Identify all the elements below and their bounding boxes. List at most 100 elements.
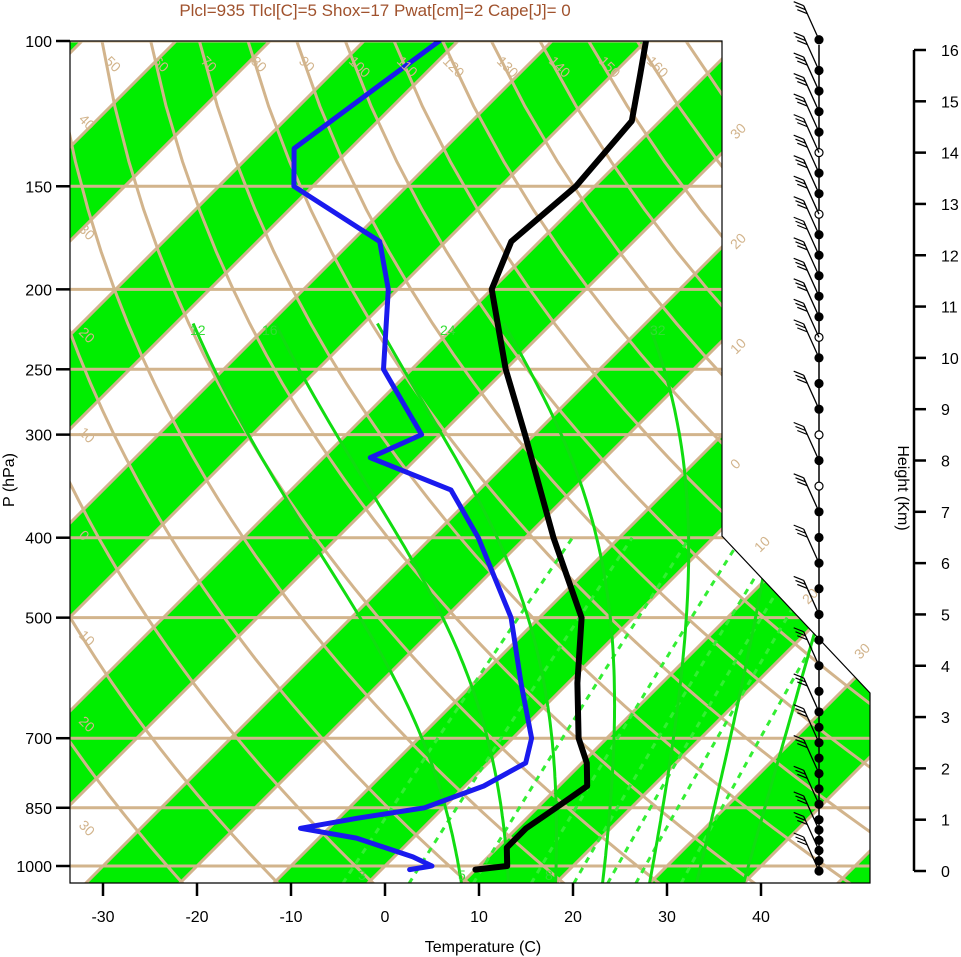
wind-barb-feather [795, 579, 806, 585]
isotherm-band [451, 41, 870, 883]
dry-adiabat-line [70, 41, 578, 883]
wind-barb-feather [797, 773, 808, 779]
wind-barb-feather [793, 196, 804, 202]
wind-barb-feather [793, 73, 804, 79]
wind-barb-feather [795, 97, 806, 103]
wind-barb-feather [797, 327, 808, 333]
y-tick-label: 250 [25, 362, 52, 379]
wind-level-dot [814, 378, 824, 389]
moist-adiabat-line [273, 322, 510, 883]
wind-barb-staff [803, 374, 820, 410]
wind-barb-staff [803, 241, 820, 277]
mixing-ratio-bottom-label: 5 [458, 867, 466, 883]
wind-barb-feather [793, 155, 804, 161]
y-tick-label: 200 [25, 282, 52, 299]
isotherm-band [70, 41, 350, 883]
wind-barb-staff [803, 118, 820, 153]
wind-barb-feather [795, 738, 806, 745]
wind-barb-feather [797, 532, 808, 538]
axes: 3020100102030403020100102030506070809010… [16, 34, 873, 926]
wind-barb-staff [803, 795, 820, 831]
wind-barb-feather [793, 237, 804, 243]
wind-barb-feather [795, 836, 806, 842]
wind-barb-feather [795, 261, 806, 267]
wind-barb-staff [803, 56, 820, 92]
dry-adiabat-line [135, 41, 770, 883]
dry-adiabat-label: 90 [296, 53, 318, 75]
mixing-ratio-line [529, 536, 743, 883]
height-tick-label: 16 [941, 43, 959, 60]
wind-barb-staff [803, 5, 820, 41]
wind-barb-staff [803, 282, 820, 318]
wind-level-dot [814, 481, 824, 491]
wind-barb-staff [803, 97, 820, 133]
wind-barb-feather [795, 302, 806, 308]
height-tick-label: 11 [941, 300, 958, 317]
wind-barb-feather [793, 673, 804, 679]
y-tick-label: 1000 [16, 859, 52, 876]
wind-barb-feather [795, 5, 806, 11]
isotherm-line [0, 0, 68, 894]
x-tick-label: -10 [279, 909, 302, 926]
wind-level-dot [814, 686, 824, 697]
y-tick-label: 850 [25, 801, 52, 818]
isotherm-line [70, 41, 258, 883]
wind-barb-feather [793, 134, 804, 140]
wind-barb-feather [797, 39, 808, 46]
dry-adiabat-line [227, 41, 870, 883]
temperature-profile-line [472, 41, 649, 873]
wind-barb-feather [793, 473, 804, 479]
height-tick-label: 2 [941, 761, 950, 778]
wind-column [793, 1, 824, 876]
isotherm-line [70, 41, 446, 883]
height-tick-label: 9 [941, 402, 950, 419]
x-tick-label: 10 [470, 909, 488, 926]
x-tick-label: 20 [564, 909, 582, 926]
wind-barb-feather [793, 704, 804, 710]
wind-barb-staff [803, 528, 820, 564]
dry-adiabat-line [913, 0, 961, 894]
wind-barb-feather [795, 708, 806, 714]
wind-barb-feather [797, 81, 808, 87]
isotherm-line [70, 41, 822, 883]
wind-barb-feather [795, 241, 806, 247]
height-tick-label: 15 [941, 94, 959, 111]
wind-barb-staff [803, 677, 820, 713]
wind-barb-feather [795, 77, 806, 83]
isotherm-label: 0 [727, 455, 744, 472]
wind-barb-feather [795, 138, 806, 144]
wind-barb-feather [797, 204, 808, 210]
isotherm-label: 30 [851, 640, 873, 662]
mixing-ratio-line [606, 536, 811, 883]
wind-barb-feather [793, 811, 804, 818]
wind-barb-feather [793, 524, 804, 530]
height-tick-label: 0 [941, 864, 950, 881]
wind-barb-feather [795, 323, 806, 329]
height-tick-label: 3 [941, 710, 950, 727]
wind-barb-staff [803, 220, 820, 256]
wind-barb-feather [795, 35, 806, 42]
mixing-ratio-label: 32 [650, 322, 666, 338]
isotherm-line [70, 41, 728, 883]
mixing-ratio-label: 24 [440, 322, 456, 338]
dry-adiabat-line [409, 41, 870, 883]
wind-barb-feather [793, 298, 804, 304]
wind-barb-staff [803, 179, 820, 215]
wind-barb-feather [797, 799, 808, 805]
wind-barb-feather [793, 257, 804, 263]
wind-level-dot [814, 815, 824, 825]
dewpoint-profile-line [291, 41, 535, 873]
mixing-ratio-label: 12 [190, 322, 206, 338]
dry-adiabat-line [318, 41, 870, 883]
wind-barb-staff [803, 200, 820, 235]
isotherm-left-label: 30 [76, 817, 98, 839]
x-tick-label: -20 [185, 909, 208, 926]
wind-barb-feather [795, 179, 806, 185]
wind-barb-staff [803, 708, 820, 743]
wind-barb-feather [795, 769, 806, 775]
wind-level-dot [814, 856, 824, 866]
wind-barb-feather [797, 819, 808, 826]
y-axis-title: P (hPa) [1, 453, 18, 507]
wind-barb-staff [803, 36, 820, 71]
